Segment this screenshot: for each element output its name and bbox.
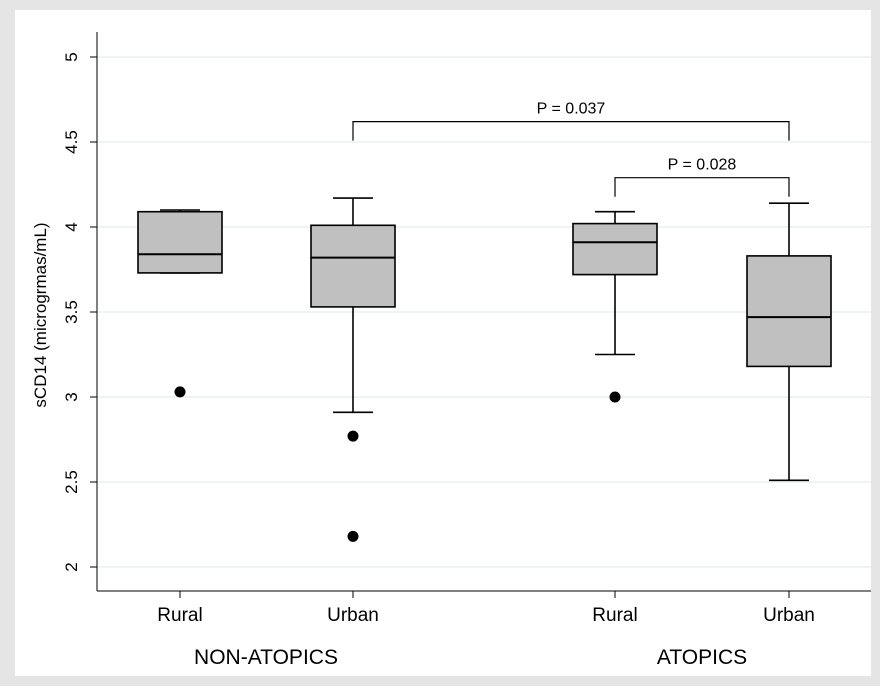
p-value-label: P = 0.028 bbox=[668, 157, 737, 174]
box-iqr bbox=[310, 224, 396, 308]
y-tick-label: 2.5 bbox=[62, 470, 81, 494]
y-tick-label: 5 bbox=[62, 52, 81, 61]
outlier-point bbox=[347, 430, 359, 442]
grid-lines bbox=[97, 56, 871, 568]
outlier-point bbox=[347, 530, 359, 542]
y-tick-label: 4.5 bbox=[62, 130, 81, 154]
box-iqr bbox=[572, 222, 658, 276]
axes: 2 2.5 3 3.5 4 4.5 5 Rural Urban NON-ATOPICS Rural U… bbox=[62, 32, 871, 669]
x-tick-label: Rural bbox=[592, 605, 637, 626]
boxes bbox=[137, 197, 832, 542]
significance-bracket bbox=[614, 177, 790, 197]
y-tick-label: 2 bbox=[62, 562, 81, 571]
y-tick-label: 3.5 bbox=[62, 300, 81, 324]
x-tick-label: Urban bbox=[763, 605, 815, 626]
x-tick-label: Urban bbox=[327, 605, 379, 626]
y-tick-label: 4 bbox=[62, 222, 81, 231]
box-iqr bbox=[746, 255, 832, 368]
outlier-point bbox=[609, 391, 621, 403]
y-tick-label: 3 bbox=[62, 392, 81, 401]
box-iqr bbox=[137, 210, 223, 274]
annotations: P = 0.037 P = 0.028 bbox=[352, 101, 790, 197]
y-axis-label: sCD14 (microgrmas/mL) bbox=[31, 222, 50, 407]
plot-background bbox=[15, 10, 871, 676]
group-label: ATOPICS bbox=[657, 646, 747, 669]
x-tick-label: Rural bbox=[157, 605, 202, 626]
significance-bracket bbox=[352, 121, 790, 141]
p-value-label: P = 0.037 bbox=[537, 101, 606, 118]
group-label: NON-ATOPICS bbox=[194, 646, 338, 669]
outlier-point bbox=[174, 386, 186, 398]
